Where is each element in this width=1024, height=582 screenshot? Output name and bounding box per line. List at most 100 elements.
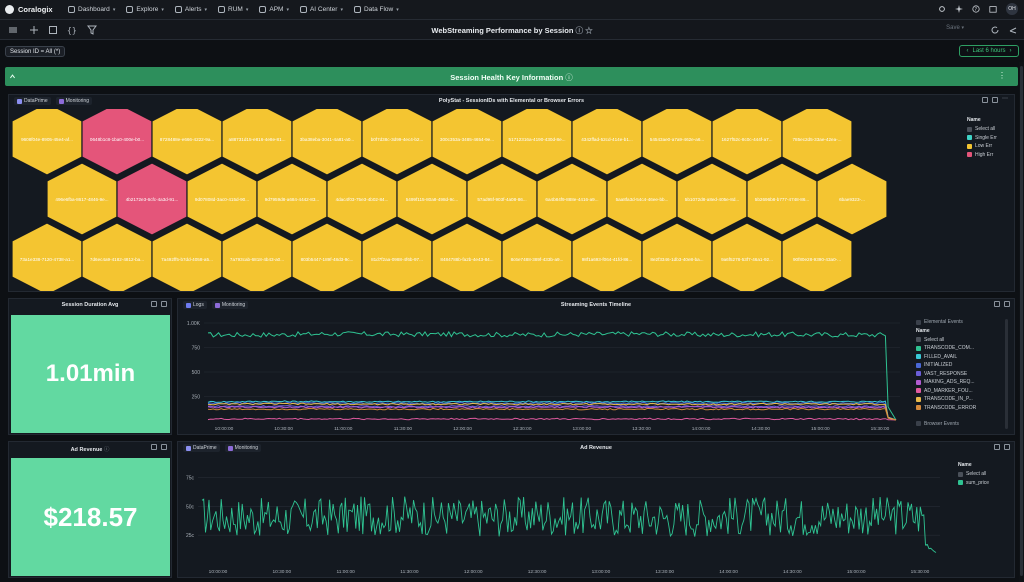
legend-item[interactable]: AD_MARKER_FOU... [916,388,976,394]
time-range-button[interactable]: ‹ Last 6 hours › [959,45,1019,57]
legend-item[interactable]: TRANSCODE_COM... [916,345,976,351]
session-hexagon[interactable] [291,109,363,176]
refresh-icon[interactable] [990,25,1000,35]
session-hexagon[interactable] [12,109,83,176]
db-icon[interactable] [994,444,1000,450]
expand-icon[interactable] [161,301,167,307]
legend-item[interactable]: TRANSCODE_ERROR [916,405,976,411]
chevron-down-icon: ▾ [112,6,116,13]
series-line[interactable] [207,330,897,421]
expand-icon[interactable] [161,444,167,450]
star-icon[interactable]: ☆ [585,26,593,35]
braces-icon[interactable]: {} [67,25,77,35]
legend-item[interactable]: INITIALIZED [916,362,976,368]
info-icon[interactable]: ⓘ [103,447,110,453]
nav-item-data-flow[interactable]: Data Flow ▾ [353,6,399,13]
series-line[interactable] [207,405,897,421]
sparkle-icon[interactable] [955,5,963,13]
session-hexagon[interactable] [711,109,783,176]
page-scrollbar[interactable] [1019,62,1024,582]
session-hexagon[interactable] [361,109,433,176]
section-header[interactable]: Session Health Key Information ⓘ ⋮ [5,67,1018,86]
legend-label: Select all [924,336,945,343]
nav-item-label: Alerts [184,6,202,13]
nav-item-explore[interactable]: Explore ▾ [126,6,164,13]
session-hexagon[interactable] [781,222,853,291]
legend-item[interactable]: FILLED_AVAIL [916,354,976,360]
help-icon[interactable]: ? [972,5,980,13]
chevron-right-icon[interactable]: › [1009,48,1012,54]
expand-icon[interactable] [1004,444,1010,450]
save-icon[interactable] [48,25,58,35]
session-id-label: 4dac4f03-75e3-4b02-84... [336,197,389,202]
nav-item-apm[interactable]: APM ▾ [259,6,289,13]
series-line[interactable] [201,496,937,553]
series-line[interactable] [207,402,897,421]
session-hexagon[interactable] [431,109,503,176]
share-icon[interactable] [1008,25,1018,35]
nav-item-dashboard[interactable]: Dashboard ▾ [68,6,115,13]
legend-item[interactable]: sum_price [958,480,989,486]
collapse-icon[interactable] [9,73,16,80]
timeline-panel: Logs Monitoring Streaming Events Timelin… [177,298,1015,435]
legend-item[interactable]: MAKING_ADS_REQ... [916,379,976,385]
legend-item[interactable]: Select all [958,471,989,477]
polystat-legend: Name Select all Single Err Low Err High Err [967,117,997,160]
series-line[interactable] [207,401,897,421]
info-icon[interactable]: ⓘ [575,26,584,35]
session-id-label: 785ec2d5-33ae-42ea-... [792,137,841,142]
nav-item-rum[interactable]: RUM ▾ [218,6,248,13]
more-icon[interactable]: ⋯ [1002,96,1008,102]
legend-scrollbar[interactable] [1005,319,1008,429]
session-hexagon[interactable] [781,109,853,176]
db-icon[interactable] [982,97,988,103]
dashboard-toolbar: {} WebStreaming Performance by Session ⓘ… [0,20,1024,40]
session-id-label: 7a793cab-6818-4b43-a0... [230,257,284,262]
legend-item[interactable]: Select all [967,126,997,132]
session-id-label: 73a1e338-7120-4738-a1... [20,257,74,262]
session-hexagon[interactable] [501,109,573,176]
legend-item[interactable]: Select all [916,337,976,343]
expand-icon[interactable] [1004,301,1010,307]
menu-icon[interactable] [8,25,18,35]
session-hexagon[interactable] [151,109,223,176]
brand[interactable]: Coralogix [5,5,57,14]
nav-item-ai-center[interactable]: AI Center ▾ [299,6,343,13]
session-hexagon[interactable] [81,109,153,176]
chevron-left-icon[interactable]: ‹ [966,48,969,54]
svg-text:?: ? [975,7,978,13]
calendar-icon[interactable] [989,5,997,13]
series-line[interactable] [207,404,897,421]
session-hexagon[interactable] [221,109,293,176]
kebab-icon[interactable]: ⋮ [998,71,1006,80]
legend-swatch [916,379,921,385]
db-icon[interactable] [151,444,157,450]
expand-icon[interactable] [992,97,998,103]
legend-item[interactable]: Single Err [967,135,997,141]
session-hexagon[interactable] [571,109,643,176]
db-icon[interactable] [151,301,157,307]
session-hexagon[interactable] [641,109,713,176]
top-navigation: Coralogix Dashboard ▾ Explore ▾ Alerts ▾ RUM ▾ A… [0,0,1024,20]
series-line[interactable] [207,407,897,421]
legend-swatch [967,135,972,140]
legend-swatch [967,152,972,157]
add-icon[interactable] [29,25,39,35]
legend-item[interactable]: VAST_RESPONSE [916,371,976,377]
series-line[interactable] [207,417,897,421]
info-icon[interactable]: ⓘ [565,73,573,82]
db-icon[interactable] [994,301,1000,307]
session-hexagon[interactable] [816,162,888,236]
panel-tools [151,444,167,450]
legend-item[interactable]: TRANSCODE_IN_P... [916,396,976,402]
session-id-label: 81d7f2aa-0988-4f6b-97... [371,257,423,262]
ad-revenue-value: $218.57 [11,458,170,576]
nav-item-alerts[interactable]: Alerts ▾ [174,6,207,13]
settings-icon[interactable] [938,5,946,13]
legend-item[interactable]: High Err [967,152,997,158]
filter-icon[interactable] [87,25,97,35]
legend-item[interactable]: Low Err [967,143,997,149]
session-id-filter-chip[interactable]: Session ID = All (*) [5,46,66,57]
save-button[interactable]: Save ▾ [946,25,964,31]
avatar[interactable]: OH [1006,3,1018,15]
